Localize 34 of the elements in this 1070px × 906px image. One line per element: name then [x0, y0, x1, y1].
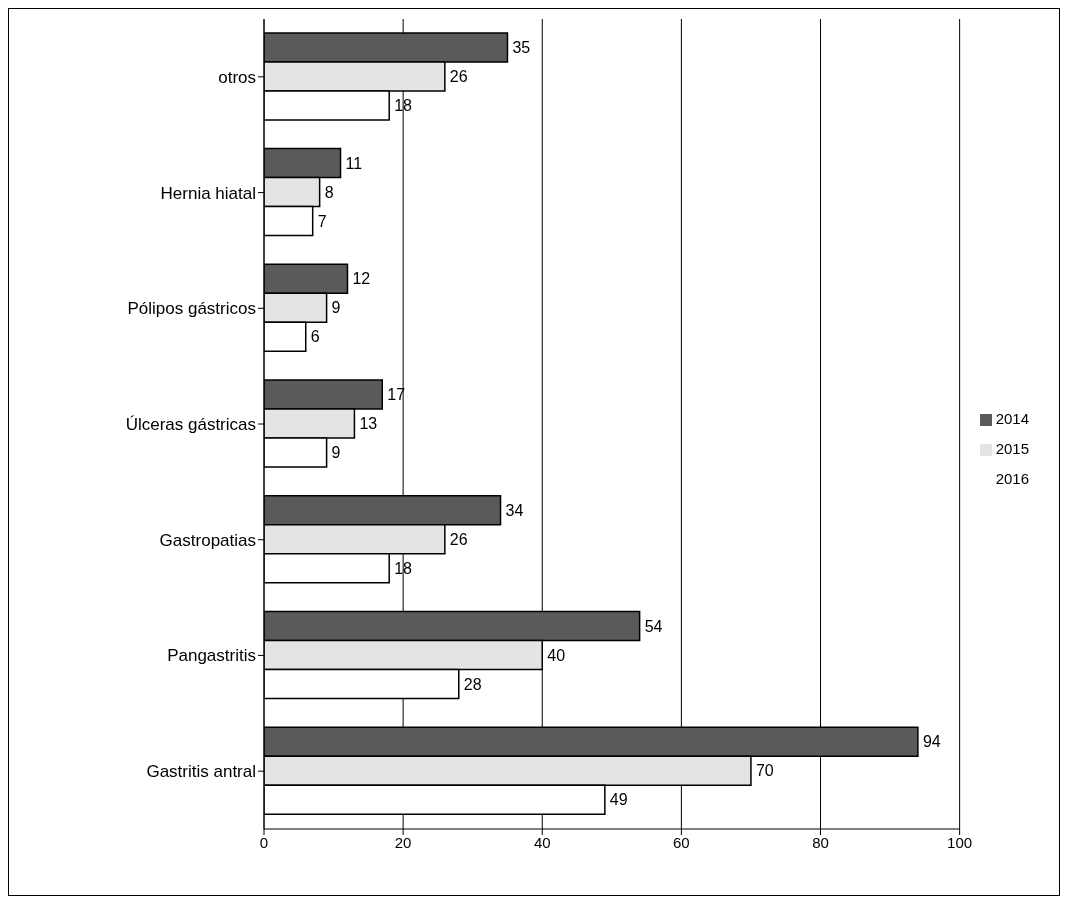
x-tick-label: 20 [394, 833, 412, 851]
y-tick-label: Pólipos gástricos [127, 299, 256, 319]
data-label: 35 [512, 39, 531, 57]
x-tick-label: 40 [533, 833, 551, 851]
y-tick-label: Úlceras gástricas [125, 415, 256, 435]
y-tick-label: Hernia hiatal [160, 183, 256, 203]
data-label: 9 [331, 299, 341, 317]
data-label: 70 [755, 762, 774, 780]
data-label: 7 [317, 212, 327, 230]
x-tick-label: 0 [259, 833, 269, 851]
x-tick-label: 60 [673, 833, 690, 851]
data-label: 40 [547, 646, 566, 664]
text: 2016 [995, 470, 1029, 487]
data-label: 11 [345, 154, 363, 172]
data-label: 13 [359, 415, 378, 433]
legend-label: 2015 [995, 440, 1029, 457]
data-label: 28 [463, 675, 482, 693]
legend-label: 2014 [995, 410, 1029, 427]
data-label: 34 [505, 501, 524, 519]
data-label: 9 [331, 444, 341, 462]
data-label: 49 [609, 791, 628, 809]
data-label: 26 [449, 68, 468, 86]
data-label: 26 [449, 530, 468, 548]
data-label: 12 [352, 270, 371, 288]
x-tick-label: 80 [812, 833, 829, 851]
data-label: 94 [922, 733, 941, 751]
data-label: 8 [324, 183, 334, 201]
y-tick-label: Gastropatias [159, 530, 256, 550]
data-label: 54 [644, 617, 663, 635]
x-tick-label: 100 [947, 833, 973, 851]
data-label: 6 [310, 328, 320, 346]
y-tick-label: Pangastritis [167, 646, 256, 666]
y-tick-label: Gastritis antral [146, 762, 256, 782]
y-tick-label: otros [218, 67, 256, 87]
